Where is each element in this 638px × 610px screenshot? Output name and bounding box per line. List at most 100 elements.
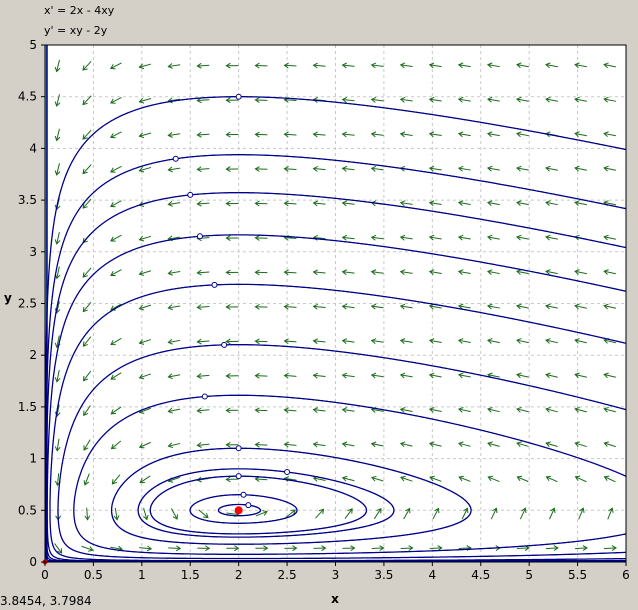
arrow-shaft xyxy=(458,547,471,550)
arrow-head xyxy=(487,406,493,413)
trajectory xyxy=(57,344,626,560)
arrow-shaft xyxy=(458,133,471,137)
direction-arrow xyxy=(373,507,382,520)
arrow-shaft xyxy=(168,271,181,274)
arrow-shaft xyxy=(487,339,500,344)
initial-point xyxy=(235,473,242,480)
initial-point xyxy=(196,233,203,240)
arrow-head xyxy=(550,507,556,513)
arrow-head xyxy=(399,234,406,241)
direction-arrow xyxy=(138,132,152,139)
arrow-head xyxy=(399,200,406,207)
arrow-head xyxy=(196,200,202,207)
arrow-head xyxy=(611,545,617,551)
direction-arrow xyxy=(428,131,442,138)
arrow-head xyxy=(167,63,173,69)
arrow-head xyxy=(437,545,443,552)
direction-arrow xyxy=(254,441,268,448)
arrow-head xyxy=(574,338,580,344)
arrow-shaft xyxy=(139,373,152,379)
arrow-head xyxy=(254,407,260,414)
arrow-head xyxy=(428,200,435,207)
arrow-head xyxy=(225,200,231,207)
arrow-head xyxy=(486,131,493,138)
arrow-shaft xyxy=(371,271,384,274)
arrow-head xyxy=(582,545,588,551)
arrow-head xyxy=(457,338,464,344)
direction-arrow xyxy=(283,166,297,172)
arrow-head xyxy=(54,446,61,452)
arrow-head xyxy=(54,170,61,176)
arrow-shaft xyxy=(487,98,500,102)
arrow-shaft xyxy=(400,374,413,378)
arrow-head xyxy=(341,200,348,207)
arrow-shaft xyxy=(342,408,355,412)
arrow-head xyxy=(347,508,353,514)
direction-arrow xyxy=(254,131,268,138)
arrow-head xyxy=(487,475,493,482)
direction-arrow xyxy=(196,62,210,69)
direction-arrow xyxy=(603,475,616,483)
direction-arrow xyxy=(138,63,152,70)
arrow-head xyxy=(457,234,464,241)
arrow-head xyxy=(54,308,61,314)
arrow-head xyxy=(457,165,464,172)
arrow-head xyxy=(545,234,551,241)
arrow-head xyxy=(110,374,116,380)
arrow-shaft xyxy=(403,508,411,520)
arrow-head xyxy=(254,166,260,172)
direction-arrow xyxy=(371,545,385,552)
arrow-shaft xyxy=(313,271,326,274)
arrow-head xyxy=(516,131,522,138)
direction-arrow xyxy=(283,131,297,138)
arrow-shaft xyxy=(487,64,500,68)
x-axis-label: x xyxy=(331,592,339,606)
arrow-head xyxy=(82,65,88,71)
direction-arrow xyxy=(312,165,326,172)
arrow-shaft xyxy=(429,442,442,447)
arrow-shaft xyxy=(342,340,355,343)
arrow-head xyxy=(574,475,581,482)
arrow-shaft xyxy=(519,508,526,520)
arrow-shaft xyxy=(371,236,384,240)
arrow-shaft xyxy=(342,477,355,482)
arrow-shaft xyxy=(284,202,297,205)
arrow-shaft xyxy=(197,64,210,67)
arrow-head xyxy=(400,475,406,482)
direction-arrow xyxy=(574,131,587,138)
arrow-shaft xyxy=(545,374,558,378)
arrow-head xyxy=(516,338,522,344)
direction-arrow xyxy=(254,269,268,276)
arrow-shaft xyxy=(197,99,210,102)
arrow-head xyxy=(83,480,90,486)
direction-arrow xyxy=(138,441,151,449)
arrow-shaft xyxy=(429,64,442,68)
arrow-head xyxy=(54,66,61,73)
direction-arrow xyxy=(341,441,355,448)
arrow-head xyxy=(545,62,551,69)
arrow-head xyxy=(225,166,231,173)
arrow-shaft xyxy=(516,270,529,275)
arrow-shaft xyxy=(139,166,152,172)
arrow-shaft xyxy=(429,133,442,137)
direction-arrow xyxy=(400,475,413,482)
arrow-shaft xyxy=(56,94,60,107)
arrow-shaft xyxy=(110,131,122,138)
arrow-shaft xyxy=(342,133,355,136)
arrow-shaft xyxy=(285,509,296,518)
direction-arrow xyxy=(399,269,413,276)
arrow-shaft xyxy=(458,236,471,240)
arrow-head xyxy=(545,96,551,103)
arrow-shaft xyxy=(429,408,442,413)
arrow-shaft xyxy=(516,408,529,413)
arrow-head xyxy=(283,200,289,207)
direction-arrow xyxy=(545,234,558,241)
arrow-shaft xyxy=(139,339,152,344)
direction-arrow xyxy=(138,235,152,242)
direction-arrow xyxy=(54,59,61,73)
arrow-head xyxy=(254,441,260,448)
arrow-shaft xyxy=(197,409,210,412)
arrow-head xyxy=(487,338,493,344)
y-tick-label: 1.5 xyxy=(18,400,37,414)
